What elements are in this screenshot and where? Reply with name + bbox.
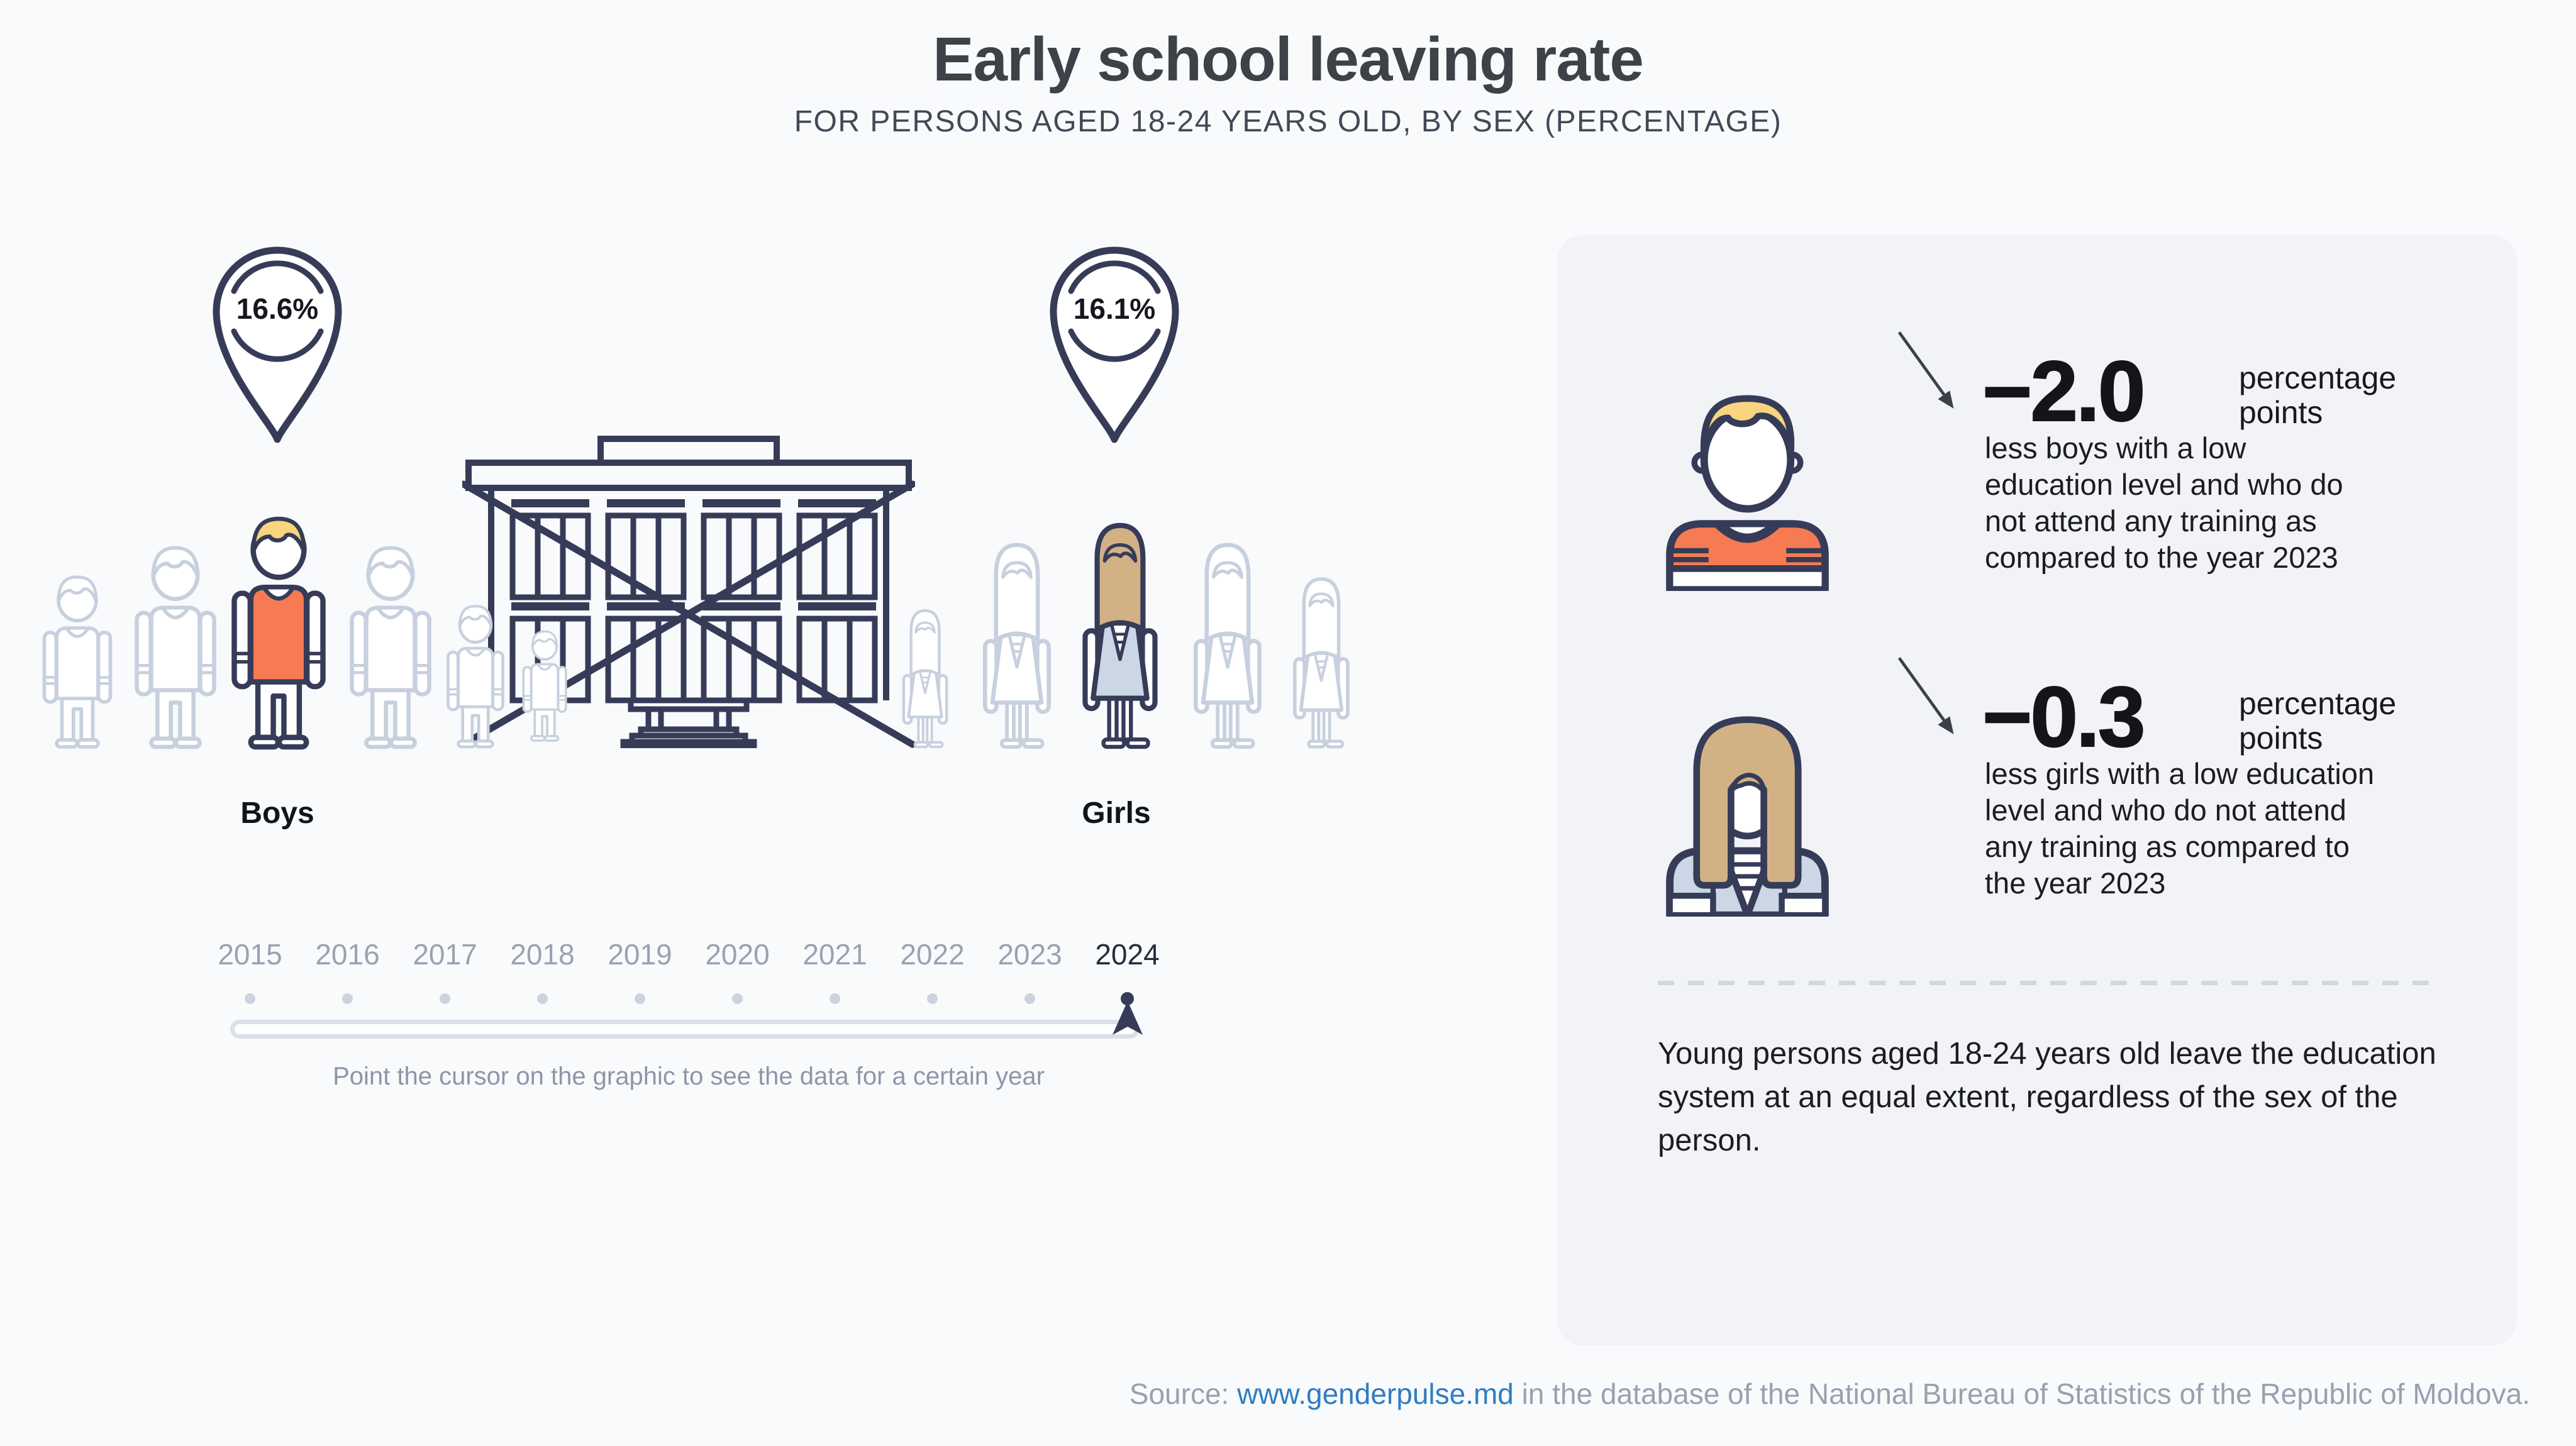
gray-boy-figure <box>136 548 214 748</box>
timeline-year-2024[interactable]: 2024 <box>1079 938 1176 1035</box>
year-dot[interactable] <box>635 993 645 1004</box>
gray-girl-figure <box>1294 578 1348 748</box>
boys-change-description: less boys with a low education level and… <box>1985 431 2343 574</box>
timeline-year-2017[interactable]: 2017 <box>396 938 494 1005</box>
gray-girl-figure <box>1196 544 1260 747</box>
gray-boy-figure <box>352 548 430 748</box>
decrease-arrow-icon <box>1897 331 1954 409</box>
boys-group-label: Boys <box>240 797 314 830</box>
dashed-divider <box>1658 981 2441 985</box>
year-dot[interactable] <box>245 993 255 1004</box>
girls-rate-value: 16.1% <box>1073 292 1156 325</box>
girls-value-pin-icon <box>1050 246 1179 443</box>
year-label: 2023 <box>997 938 1062 971</box>
year-labels-row: 2015 2016 2017 2018 2019 2020 2021 2022 2023 2024 <box>201 938 1176 1035</box>
boy-avatar-icon <box>1666 395 1829 591</box>
year-label: 2021 <box>802 938 867 971</box>
timeline-year-2018[interactable]: 2018 <box>494 938 591 1005</box>
page-subtitle: FOR PERSONS AGED 18-24 YEARS OLD, BY SEX… <box>794 105 1782 138</box>
page-title: Early school leaving rate <box>933 25 1644 94</box>
gray-boy-figure <box>448 606 503 747</box>
boys-change-value: −2.0 <box>1982 343 2146 439</box>
highlighted-girl-figure <box>1085 525 1155 747</box>
gray-girl-figure <box>903 610 947 748</box>
girl-avatar-icon <box>1666 716 1829 917</box>
year-dot[interactable] <box>342 993 353 1004</box>
timeline-year-2021[interactable]: 2021 <box>786 938 884 1005</box>
year-label: 2024 <box>1095 938 1160 971</box>
school-entrance <box>620 697 757 748</box>
year-dot[interactable] <box>537 993 548 1004</box>
timeline-year-2015[interactable]: 2015 <box>201 938 299 1005</box>
slider-cursor-icon[interactable] <box>1112 1001 1143 1035</box>
year-dot[interactable] <box>1024 993 1035 1004</box>
year-slider[interactable]: 2015 2016 2017 2018 2019 2020 2021 2022 2023 2024… <box>201 938 1176 1114</box>
people-figures-illustration <box>44 519 1348 748</box>
timeline-year-2020[interactable]: 2020 <box>689 938 786 1005</box>
summary-note: Young persons aged 18-24 years old leave… <box>1658 1037 2436 1157</box>
girls-change-value: −0.3 <box>1982 668 2146 765</box>
gray-boy-figure <box>44 577 111 747</box>
girls-group-label: Girls <box>1082 797 1151 830</box>
crossed-out-school-icon <box>462 436 915 748</box>
source-suffix: in the database of the National Bureau o… <box>1513 1377 2530 1410</box>
year-dot[interactable] <box>440 993 450 1004</box>
year-label: 2016 <box>315 938 380 971</box>
year-label: 2019 <box>608 938 672 971</box>
year-label: 2018 <box>510 938 575 971</box>
year-label: 2015 <box>218 938 282 971</box>
comparison-panel: −2.0 percentage points less boys with a … <box>1557 235 2517 1345</box>
year-dot[interactable] <box>927 993 938 1004</box>
year-label: 2022 <box>900 938 965 971</box>
year-label: 2020 <box>705 938 770 971</box>
source-link[interactable]: www.genderpulse.md <box>1237 1377 1514 1410</box>
source-line: Source: www.genderpulse.md in the databa… <box>1130 1377 2530 1411</box>
year-dot[interactable] <box>830 993 840 1004</box>
gray-girl-figure <box>985 544 1049 747</box>
highlighted-boy-figure <box>234 519 323 748</box>
slider-track-groove <box>235 1024 1135 1034</box>
timeline-year-2019[interactable]: 2019 <box>591 938 689 1005</box>
boys-rate-value: 16.6% <box>236 292 319 325</box>
boys-value-pin-icon <box>213 246 342 443</box>
decrease-arrow-icon <box>1897 657 1954 734</box>
timeline-year-2016[interactable]: 2016 <box>299 938 396 1005</box>
boys-change-unit: percentage points <box>2239 360 2397 430</box>
girls-change-unit: percentage points <box>2239 686 2397 756</box>
timeline-year-2022[interactable]: 2022 <box>884 938 981 1005</box>
year-dot[interactable] <box>732 993 743 1004</box>
source-prefix: Source: <box>1129 1377 1238 1410</box>
year-label: 2017 <box>413 938 477 971</box>
girls-change-description: less girls with a low education level an… <box>1985 757 2375 900</box>
year-dot[interactable] <box>1121 992 1134 1005</box>
boys-group <box>44 519 566 748</box>
gray-boy-figure <box>523 631 566 741</box>
slider-track[interactable] <box>230 1020 1140 1039</box>
timeline-year-2023[interactable]: 2023 <box>981 938 1079 1005</box>
girls-group <box>903 525 1348 748</box>
slider-hint: Point the cursor on the graphic to see t… <box>333 1062 1045 1090</box>
